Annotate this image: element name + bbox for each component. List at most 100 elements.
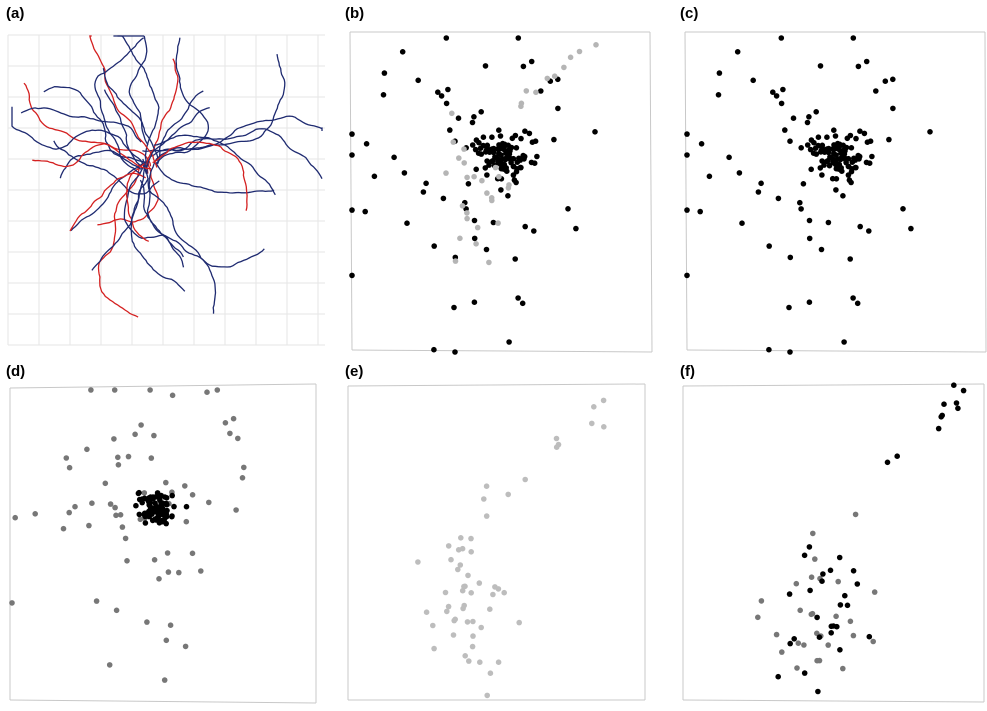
point: [450, 139, 457, 145]
point: [136, 511, 143, 518]
point: [464, 174, 470, 181]
neurite: [102, 68, 159, 162]
point: [86, 522, 92, 529]
point: [800, 181, 807, 187]
point: [163, 637, 170, 644]
point: [381, 70, 388, 76]
point: [117, 512, 124, 518]
point: [458, 535, 464, 541]
point: [804, 119, 811, 126]
point: [182, 483, 188, 489]
panel-label: (c): [680, 5, 698, 22]
point: [146, 495, 152, 501]
point: [513, 145, 520, 151]
point: [798, 145, 804, 151]
point: [459, 203, 466, 209]
point: [471, 173, 477, 180]
point: [136, 489, 142, 496]
point: [839, 168, 845, 174]
point: [833, 159, 839, 165]
point: [506, 182, 512, 188]
point: [787, 640, 793, 647]
point: [900, 206, 906, 212]
point: [459, 587, 466, 594]
point: [156, 576, 162, 582]
point: [115, 462, 122, 468]
point: [504, 168, 510, 174]
point: [927, 129, 933, 135]
point: [840, 665, 846, 672]
point: [455, 115, 462, 121]
point: [706, 173, 713, 180]
point: [960, 387, 967, 394]
point: [890, 105, 896, 112]
point: [471, 114, 477, 120]
point: [151, 557, 158, 563]
neurite: [153, 134, 276, 196]
point: [478, 624, 485, 631]
point: [797, 607, 803, 614]
point: [820, 571, 826, 577]
point: [111, 436, 117, 442]
point: [162, 512, 169, 519]
point: [450, 632, 457, 638]
point: [787, 349, 793, 355]
point: [122, 535, 129, 542]
point: [119, 524, 126, 530]
point: [461, 160, 468, 166]
panel-label: (f): [680, 363, 695, 380]
panel-label: (a): [6, 5, 24, 22]
point: [533, 89, 539, 96]
point: [477, 659, 483, 665]
neurite: [94, 37, 144, 175]
point: [112, 504, 118, 511]
point: [592, 129, 598, 135]
neurite: [20, 107, 142, 143]
point: [773, 93, 780, 99]
point: [465, 572, 471, 579]
point: [452, 258, 459, 264]
point: [819, 578, 825, 584]
point: [833, 165, 840, 172]
point: [758, 180, 764, 187]
point: [401, 170, 408, 176]
point: [750, 77, 756, 84]
point: [816, 634, 823, 640]
point: [573, 225, 579, 232]
point: [464, 619, 471, 625]
point: [844, 602, 851, 609]
point: [510, 163, 517, 170]
point: [845, 163, 852, 170]
point: [84, 446, 90, 453]
point: [404, 220, 410, 226]
point: [794, 665, 800, 671]
point: [823, 147, 830, 153]
point: [415, 559, 421, 565]
point: [164, 550, 171, 556]
point: [561, 64, 567, 71]
neurite: [156, 90, 204, 165]
point: [824, 134, 830, 140]
point: [834, 623, 840, 630]
point: [111, 387, 118, 393]
neurite: [43, 86, 149, 163]
point: [204, 389, 210, 396]
point: [515, 295, 521, 301]
neurite: [53, 140, 160, 195]
point: [766, 243, 772, 249]
point: [847, 256, 853, 262]
point: [495, 220, 501, 226]
point: [808, 137, 815, 143]
point: [169, 513, 175, 519]
point: [780, 86, 786, 93]
point: [850, 35, 857, 41]
neuron-tracing: [11, 35, 323, 318]
point: [589, 420, 595, 427]
point: [520, 63, 527, 70]
point: [854, 300, 861, 307]
point: [484, 172, 490, 178]
neurite: [125, 163, 150, 242]
point: [115, 454, 121, 461]
point: [766, 346, 772, 353]
point: [501, 589, 508, 596]
